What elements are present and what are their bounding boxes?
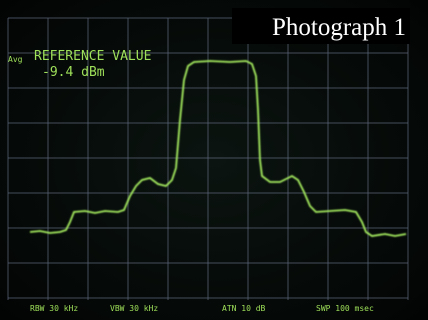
setting: VBW 30 kHz <box>110 304 158 313</box>
screen-photo: Photograph 1 Avg REFERENCE VALUE -9.4 dB… <box>0 0 428 320</box>
photo-caption: Photograph 1 <box>272 14 406 41</box>
reference-value: -9.4 dBm <box>42 65 105 80</box>
screen-background <box>0 0 428 320</box>
setting: ATN 10 dB <box>222 304 266 313</box>
mode-label: Avg <box>8 55 23 64</box>
reference-label: REFERENCE VALUE <box>34 49 151 64</box>
setting: SWP 100 msec <box>316 304 374 313</box>
setting: RBW 30 kHz <box>30 304 78 313</box>
